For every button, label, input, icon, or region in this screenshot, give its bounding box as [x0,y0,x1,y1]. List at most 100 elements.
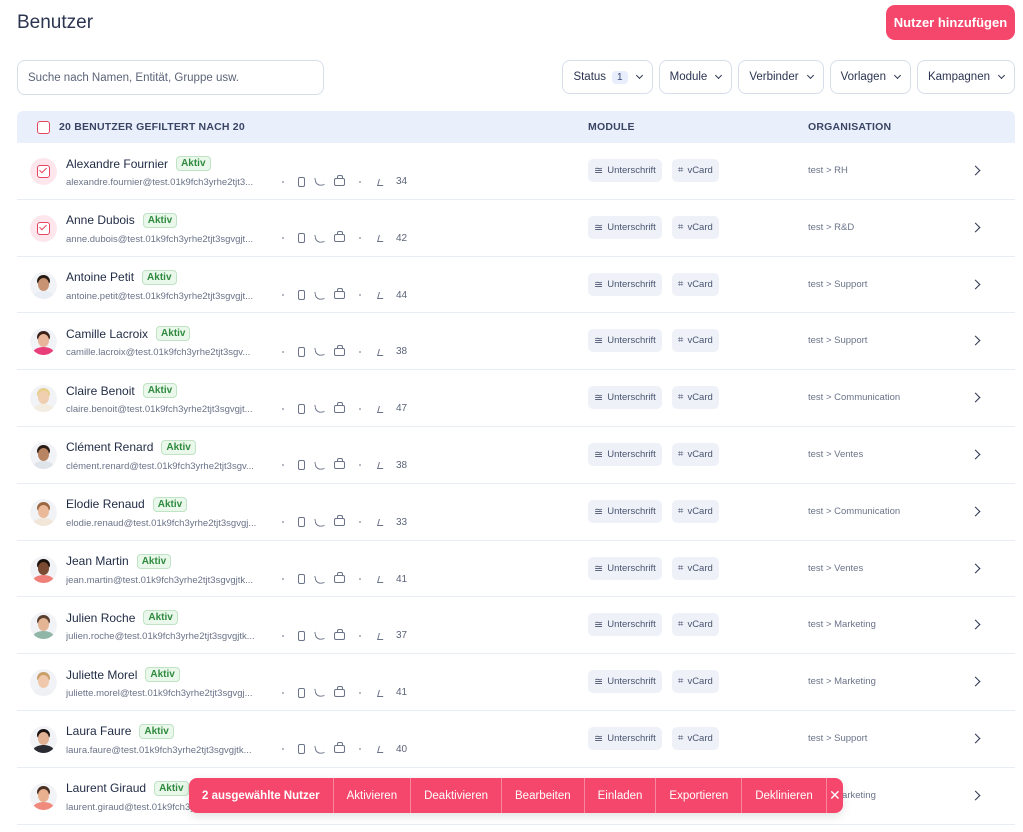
filter-status-label: Status [573,71,607,83]
user-name[interactable]: Claire Benoit [66,383,135,398]
export-button[interactable]: Exportieren [656,778,743,813]
avatar [30,328,57,356]
briefcase-icon [334,742,345,754]
search-input[interactable] [17,60,324,95]
user-name[interactable]: Camille Lacroix [66,326,149,341]
invite-button[interactable]: Einladen [585,778,657,813]
briefcase-icon [334,401,345,413]
user-name[interactable]: Laurent Giraud [66,781,147,796]
phone-icon [314,346,325,358]
chevron-right-icon[interactable] [970,676,981,687]
click-icon [375,631,385,641]
close-icon[interactable]: ✕ [829,787,841,803]
chevron-down-icon [635,71,643,80]
mobile-icon [298,517,305,528]
module-chip-signature: Unterschrift [588,159,662,182]
filter-campaigns[interactable]: Kampagnen [916,60,1015,94]
add-user-button[interactable]: Nutzer hinzufügen [886,5,1015,40]
filter-status-count: 1 [612,70,628,84]
status-badge: Aktiv [142,269,177,285]
avatar [30,782,57,810]
filter-status[interactable]: Status 1 [562,60,653,94]
filter-connector-label: Verbinder [749,71,799,83]
table-row[interactable]: Laura Faure Aktiv laura.faure@test.01k9f… [17,711,1015,768]
filter-module-label: Module [669,71,708,83]
activate-button[interactable]: Aktivieren [334,778,412,813]
user-count-label: 20 BENUTZER GEFILTERT NACH 20 [59,121,245,133]
user-name[interactable]: Julien Roche [66,610,136,625]
briefcase-icon [334,572,345,584]
select-all-checkbox[interactable] [37,121,50,134]
chevron-right-icon[interactable] [970,790,981,801]
chevron-right-icon[interactable] [970,733,981,744]
chevron-right-icon[interactable] [970,506,981,517]
briefcase-icon [334,685,345,697]
table-row[interactable]: Jean Martin Aktiv jean.martin@test.01k9f… [17,541,1015,598]
avatar [30,498,57,526]
click-count: 41 [396,573,408,585]
chevron-right-icon[interactable] [970,279,981,290]
table-header: 20 BENUTZER GEFILTERT NACH 20 MODULE ORG… [17,111,1015,143]
mobile-icon [298,460,305,471]
organisation-path: test > R&D [808,221,855,233]
user-name[interactable]: Laura Faure [66,724,132,739]
organisation-path: test > Communication [808,505,901,517]
chevron-right-icon[interactable] [970,222,981,233]
filter-module[interactable]: Module [658,60,733,94]
user-name[interactable]: Elodie Renaud [66,497,145,512]
click-count: 40 [396,743,408,755]
filter-bar: Status 1 Module Verbinder Vorlagen Kampa… [562,60,1015,94]
separator-dot [282,237,284,240]
chevron-right-icon[interactable] [970,335,981,346]
table-row[interactable]: Juliette Morel Aktiv juliette.morel@test… [17,654,1015,711]
chevron-right-icon[interactable] [970,165,981,176]
table-row[interactable]: Elodie Renaud Aktiv elodie.renaud@test.0… [17,484,1015,541]
status-badge: Aktiv [154,780,189,796]
table-row[interactable]: Camille Lacroix Aktiv camille.lacroix@te… [17,313,1015,371]
chevron-right-icon[interactable] [970,449,981,460]
user-name[interactable]: Alexandre Fournier [66,156,169,171]
user-name[interactable]: Antoine Petit [66,270,135,285]
table-row[interactable]: Julien Roche Aktiv julien.roche@test.01k… [17,597,1015,655]
row-checkbox[interactable] [30,158,57,185]
user-name[interactable]: Juliette Morel [66,667,138,682]
chevron-right-icon[interactable] [970,563,981,574]
organisation-path: test > Ventes [808,448,864,460]
module-chips: Unterschrift vCard [588,215,719,239]
table-row[interactable]: Alexandre Fournier Aktiv alexandre.fourn… [17,143,1015,200]
avatar [30,612,57,640]
chevron-right-icon[interactable] [970,619,981,630]
user-name[interactable]: Anne Dubois [66,213,135,228]
module-chips: Unterschrift vCard [588,613,719,637]
filter-connector[interactable]: Verbinder [738,60,824,94]
module-chip-signature: Unterschrift [588,499,662,523]
module-chip-vcard: vCard [671,499,719,523]
filter-templates[interactable]: Vorlagen [829,60,911,94]
chevron-right-icon[interactable] [970,392,981,403]
module-chips: Unterschrift vCard [588,442,719,466]
edit-button[interactable]: Bearbeiten [502,778,585,813]
table-row[interactable]: Anne Dubois Aktiv anne.dubois@test.01k9f… [17,200,1015,257]
click-icon [375,347,385,357]
device-icons: 41 [273,685,407,698]
chevron-down-icon [806,71,814,80]
user-name[interactable]: Jean Martin [66,554,129,569]
status-badge: Aktiv [142,212,178,228]
status-badge: Aktiv [176,156,211,171]
separator-dot [282,350,284,353]
deactivate-button[interactable]: Deaktivieren [411,778,503,813]
row-checkbox[interactable] [30,214,57,242]
module-chip-signature: Unterschrift [588,726,662,750]
organisation-path: test > Marketing [808,619,876,631]
user-name-line: Juliette Morel Aktiv [66,667,180,683]
mobile-icon [298,176,305,187]
decline-button[interactable]: Deklinieren [742,778,827,813]
module-chip-vcard: vCard [671,159,719,182]
bulk-action-bar: 2 ausgewählte Nutzer Aktivieren Deaktivi… [189,778,843,813]
table-row[interactable]: Antoine Petit Aktiv antoine.petit@test.0… [17,257,1015,314]
user-name[interactable]: Clément Renard [66,440,154,455]
separator-dot [359,691,361,694]
table-row[interactable]: Claire Benoit Aktiv claire.benoit@test.0… [17,370,1015,427]
table-row[interactable]: Clément Renard Aktiv clément.renard@test… [17,427,1015,484]
briefcase-icon [334,231,345,243]
